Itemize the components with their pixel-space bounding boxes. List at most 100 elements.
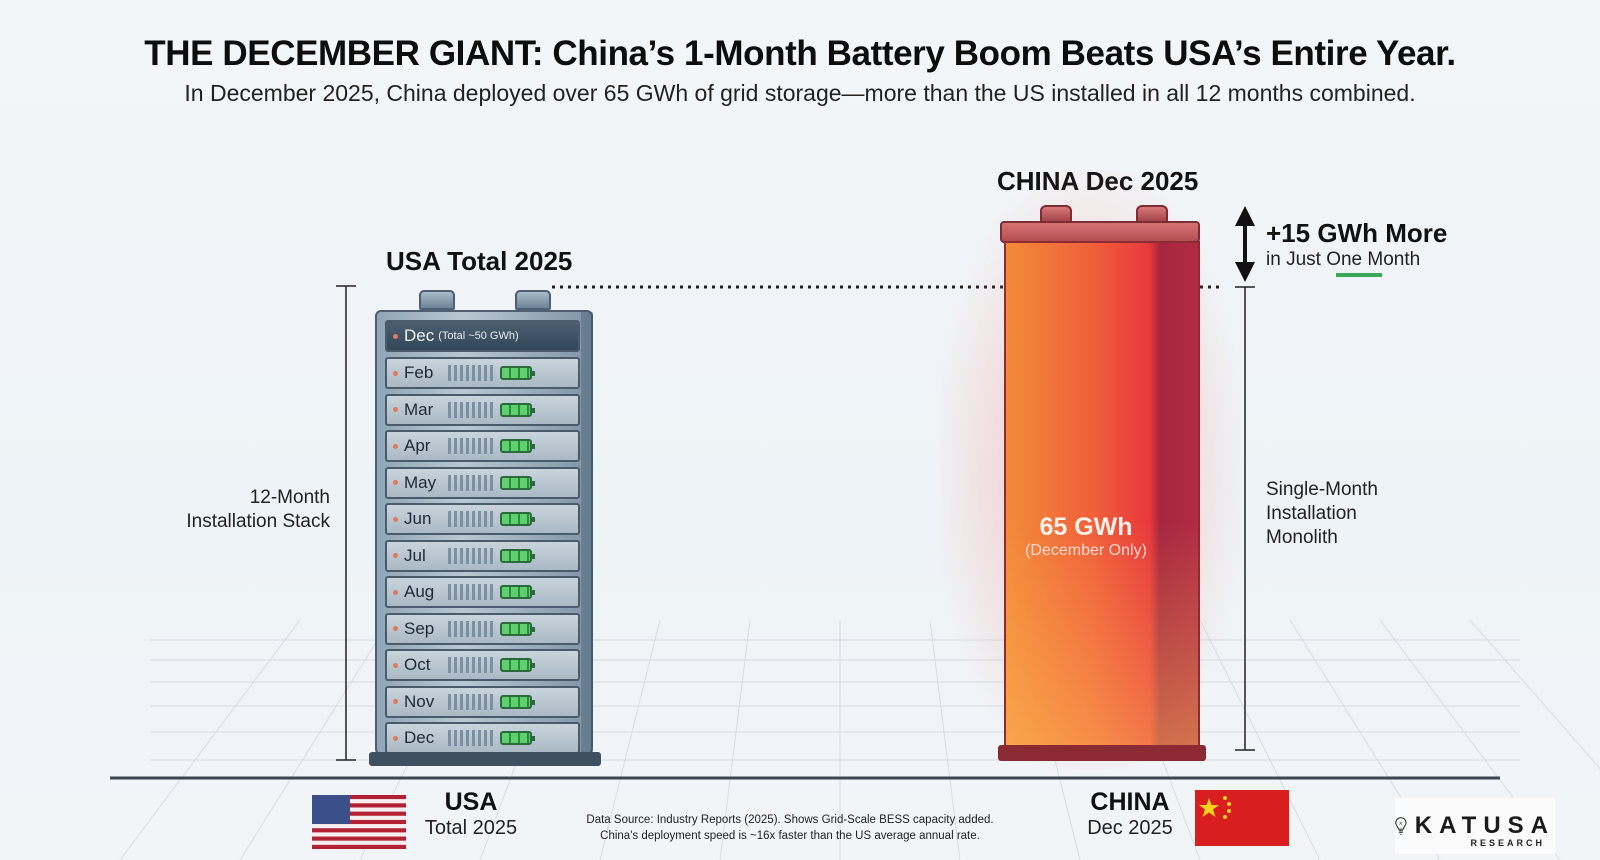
china-side-label-line: Single-Month <box>1266 479 1378 500</box>
vent-icon <box>448 511 494 527</box>
green-underline <box>1336 273 1382 277</box>
grid-line <box>119 619 301 860</box>
flag-stripe <box>312 824 406 829</box>
battery-level-icon <box>500 585 535 599</box>
status-led-icon <box>393 516 398 522</box>
difference-caption: in Just One Month <box>1266 249 1421 270</box>
battery-level-icon <box>500 512 535 526</box>
vent-icon <box>448 365 494 381</box>
grid-line <box>1199 619 1321 860</box>
usa-stack-base <box>369 752 601 766</box>
china-footer-country: CHINA <box>1090 788 1170 816</box>
vent-icon <box>448 693 494 710</box>
usa-month-unit: Aug <box>385 576 580 608</box>
grid-line <box>719 619 751 860</box>
logo-name: KATUSA <box>1414 812 1555 839</box>
china-value: 65 GWh <box>1039 513 1133 541</box>
grid-line <box>599 619 661 860</box>
flag-stripe <box>312 828 406 833</box>
grid-line <box>239 619 391 860</box>
flag-stripe <box>312 803 406 808</box>
china-side-label: Single-Month Installation Monolith <box>1266 478 1378 550</box>
china-battery-base <box>998 745 1206 761</box>
flag-stripe <box>312 819 406 825</box>
flag-stripe <box>312 799 406 804</box>
status-led-icon <box>393 553 398 558</box>
vent-icon <box>448 584 494 600</box>
lightbulb-icon: K <box>1395 817 1407 836</box>
china-footer-period: Dec 2025 <box>1087 817 1173 839</box>
month-label: Dec <box>404 326 435 345</box>
logo-sub: RESEARCH <box>1470 838 1545 848</box>
status-led-icon <box>393 480 398 485</box>
usa-footer-label: USA Total 2025 <box>416 788 526 840</box>
status-led-icon <box>393 735 398 741</box>
grid-line <box>1469 619 1600 770</box>
china-side-label-line: Monolith <box>1266 527 1338 548</box>
usa-footer-period: Total 2025 <box>424 817 518 839</box>
vent-icon <box>448 438 494 454</box>
battery-level-icon <box>500 621 535 636</box>
battery-level-icon <box>500 731 535 745</box>
battery-level-icon <box>500 658 535 672</box>
flag-stripe <box>312 840 406 846</box>
flag-stripe <box>312 815 406 821</box>
usa-unit-top: Dec (Total ~50 GWh) <box>385 320 580 352</box>
difference-arrow <box>1235 206 1255 282</box>
battery-level-icon <box>500 694 535 709</box>
us-flag-icon <box>312 795 406 849</box>
battery-level-icon <box>500 439 535 453</box>
usa-side-label-line: 12-Month <box>249 487 330 508</box>
month-label: Sep <box>404 618 435 638</box>
usa-footer-country: USA <box>444 788 498 816</box>
usa-month-unit: Jul <box>385 539 580 572</box>
status-led-icon <box>393 407 398 412</box>
battery-terminal-icon <box>419 290 455 310</box>
usa-side-label: 12-Month Installation Stack <box>160 486 330 534</box>
china-height-bracket <box>1235 286 1255 751</box>
usa-month-unit: Feb <box>385 357 580 389</box>
vent-icon <box>448 401 494 418</box>
battery-level-icon <box>500 475 535 490</box>
month-label: Nov <box>404 691 435 711</box>
china-side-label-line: Installation <box>1266 503 1357 524</box>
vent-icon <box>448 474 494 491</box>
battery-level-icon <box>500 402 535 417</box>
usa-month-unit: Apr <box>385 430 580 462</box>
month-label: Feb <box>404 363 434 382</box>
usa-side-label-line: Installation Stack <box>186 511 330 532</box>
month-label: May <box>404 472 437 492</box>
month-label: Dec <box>404 728 435 747</box>
china-battery-body: 65 GWh (December Only) <box>1004 241 1200 749</box>
status-led-icon <box>393 699 398 704</box>
flag-stripe <box>312 807 406 812</box>
source-line: Data Source: Industry Reports (2025). Sh… <box>586 814 994 826</box>
china-footer-label: CHINA Dec 2025 <box>1080 788 1180 840</box>
usa-month-unit: Jun <box>385 503 580 535</box>
flag-stripe <box>312 795 406 800</box>
source-line: China's deployment speed is ~16x faster … <box>600 830 980 842</box>
month-label: Mar <box>404 399 434 419</box>
flag-stripe <box>312 811 406 816</box>
vent-icon <box>448 730 494 746</box>
vent-icon <box>448 547 494 564</box>
month-label: Apr <box>404 436 431 455</box>
difference-value: +15 GWh More <box>1266 218 1448 248</box>
usa-month-unit: May <box>385 466 580 499</box>
svg-text:K: K <box>1399 821 1403 826</box>
month-label: Aug <box>404 582 435 601</box>
flag-stripe <box>312 836 406 841</box>
battery-level-icon <box>500 548 535 563</box>
china-battery-monolith: 65 GWh (December Only) <box>998 205 1206 765</box>
difference-annotation: +15 GWh More in Just One Month <box>1266 218 1447 277</box>
china-value-label: 65 GWh (December Only) <box>1006 513 1166 560</box>
china-value-sub: (December Only) <box>1025 542 1147 559</box>
usa-month-unit: Oct <box>385 649 580 681</box>
flag-stripe <box>312 844 406 849</box>
battery-terminal-icon <box>515 290 551 310</box>
china-bar-label: CHINA Dec 2025 <box>997 166 1198 197</box>
vent-icon <box>448 620 494 637</box>
usa-month-unit: Mar <box>385 393 580 426</box>
usa-month-unit: Sep <box>385 612 580 645</box>
